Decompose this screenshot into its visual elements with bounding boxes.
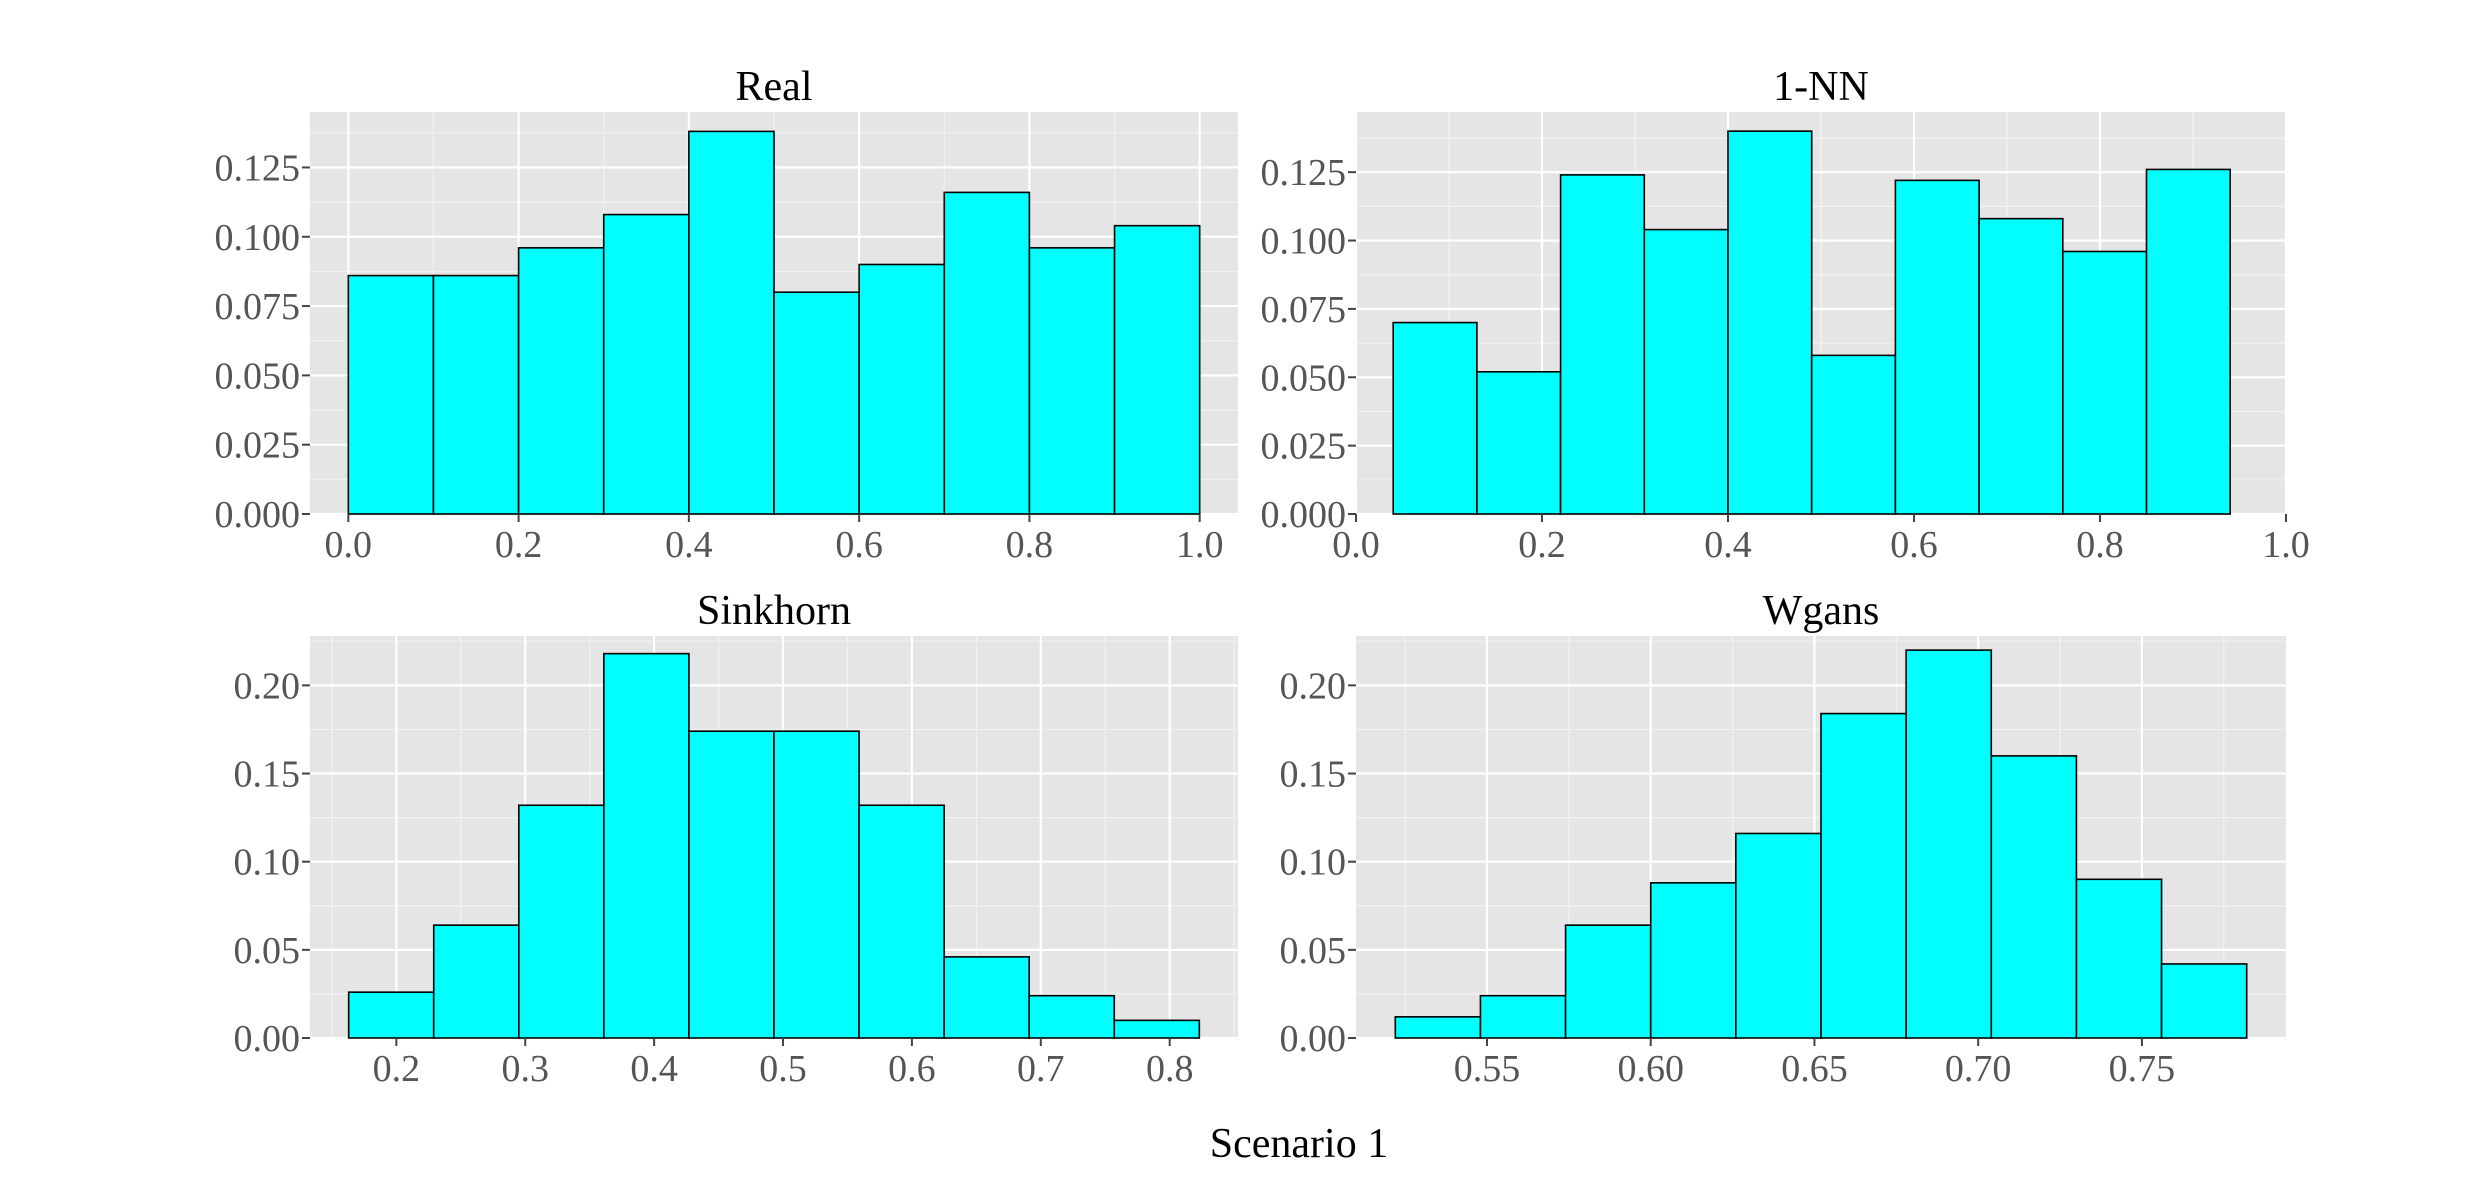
sinkhorn-histogram-bar-4 <box>603 652 690 1039</box>
1-nn-x-tick-label: 1.0 <box>2262 524 2310 566</box>
1-nn-panel-title: 1-NN <box>1773 64 1869 110</box>
wgans-x-tick-label: 0.55 <box>1454 1048 1521 1090</box>
real-x-tick-label: 0.6 <box>835 524 883 566</box>
1-nn-x-tick-label: 0.8 <box>2076 524 2124 566</box>
wgans-histogram-bar-1 <box>1394 1016 1482 1039</box>
1-nn-histogram-bar-5 <box>1727 130 1813 515</box>
real-panel-title: Real <box>736 64 813 110</box>
sinkhorn-histogram-bar-5 <box>688 730 775 1039</box>
sinkhorn-y-tick-label: 0.05 <box>234 930 301 972</box>
real-y-tick-label: 0.100 <box>215 217 301 259</box>
real-y-tick-label: 0.000 <box>215 494 301 536</box>
1-nn-histogram-bar-10 <box>2145 168 2231 515</box>
sinkhorn-histogram-bar-1 <box>347 991 435 1039</box>
real-x-tick-label: 0.0 <box>325 524 373 566</box>
sinkhorn-histogram-bar-7 <box>858 804 945 1039</box>
1-nn-histogram-bar-7 <box>1894 179 1980 515</box>
figure-caption: Scenario 1 <box>1210 1121 1388 1167</box>
wgans-x-tick-label: 0.60 <box>1617 1048 1684 1090</box>
real-histogram-bar-1 <box>347 274 435 515</box>
real-histogram-bar-10 <box>1113 224 1201 515</box>
wgans-x-tick-label: 0.65 <box>1781 1048 1848 1090</box>
1-nn-x-tick-label: 0.0 <box>1332 524 1380 566</box>
wgans-histogram-bar-7 <box>1905 649 1993 1039</box>
sinkhorn-histogram-bar-2 <box>432 924 520 1039</box>
sinkhorn-x-tick-label: 0.2 <box>373 1048 421 1090</box>
1-nn-x-tick-label: 0.6 <box>1890 524 1938 566</box>
real-histogram-bar-7 <box>858 263 946 515</box>
sinkhorn-x-tick-label: 0.8 <box>1146 1048 1194 1090</box>
sinkhorn-y-tick-label: 0.10 <box>234 842 301 884</box>
panel-real: 0.0 0.2 0.4 0.6 0.8 1.0 0.000 0.025 0.050 0.075 0.… <box>215 64 1238 566</box>
wgans-histogram-bar-10 <box>2160 963 2248 1039</box>
sinkhorn-panel-title: Sinkhorn <box>697 588 851 634</box>
sinkhorn-histogram-bar-3 <box>517 804 605 1039</box>
wgans-histogram-bar-6 <box>1820 712 1907 1039</box>
panel-sinkhorn: 0.2 0.3 0.4 0.5 0.6 0.7 0.8 0.00 0.05 0.10 0.15 0.2… <box>234 588 1238 1090</box>
wgans-x-tick-label: 0.75 <box>2109 1048 2176 1090</box>
real-x-tick-label: 1.0 <box>1176 524 1224 566</box>
real-histogram-bar-5 <box>688 130 775 515</box>
1-nn-y-tick-label: 0.025 <box>1261 426 1347 468</box>
real-y-tick-label: 0.025 <box>215 425 301 467</box>
real-x-tick-label: 0.2 <box>495 524 543 566</box>
1-nn-y-tick-label: 0.050 <box>1261 357 1347 399</box>
real-histogram-bar-8 <box>943 191 1031 515</box>
sinkhorn-x-tick-label: 0.3 <box>501 1048 549 1090</box>
wgans-histogram-bar-2 <box>1479 994 1567 1039</box>
real-histogram-bar-9 <box>1028 247 1116 515</box>
1-nn-histogram-bar-4 <box>1643 228 1729 515</box>
1-nn-histogram-bar-9 <box>2062 250 2148 515</box>
1-nn-y-tick-label: 0.075 <box>1261 289 1347 331</box>
sinkhorn-y-tick-label: 0.20 <box>234 665 301 707</box>
1-nn-x-tick-label: 0.4 <box>1704 524 1752 566</box>
sinkhorn-histogram-bar-6 <box>773 730 860 1039</box>
real-x-tick-label: 0.8 <box>1006 524 1054 566</box>
real-y-tick-label: 0.125 <box>215 147 301 189</box>
sinkhorn-histogram-bar-8 <box>943 956 1031 1039</box>
wgans-histogram-bar-8 <box>1990 755 2078 1039</box>
wgans-histogram-bar-5 <box>1735 832 1822 1039</box>
1-nn-histogram-bar-2 <box>1476 370 1562 515</box>
1-nn-histogram-bar-8 <box>1978 217 2064 515</box>
real-histogram-bar-2 <box>432 274 520 515</box>
1-nn-histogram-bar-1 <box>1392 321 1478 515</box>
real-histogram-bar-6 <box>773 291 860 515</box>
1-nn-y-tick-label: 0.125 <box>1261 152 1347 194</box>
1-nn-histogram-bar-6 <box>1810 354 1897 515</box>
real-x-tick-label: 0.4 <box>665 524 713 566</box>
wgans-histogram-bar-3 <box>1564 924 1652 1039</box>
wgans-y-tick-label: 0.10 <box>1280 842 1347 884</box>
panel-wgans: 0.55 0.60 0.65 0.70 0.75 0.00 0.05 0.10 0.15 0.20… <box>1280 588 2286 1090</box>
sinkhorn-x-tick-label: 0.6 <box>888 1048 936 1090</box>
sinkhorn-histogram-bar-10 <box>1113 1019 1201 1039</box>
1-nn-histogram-bar-3 <box>1559 174 1646 515</box>
1-nn-x-tick-label: 0.2 <box>1518 524 1566 566</box>
1-nn-y-tick-label: 0.000 <box>1261 494 1347 536</box>
sinkhorn-y-tick-label: 0.00 <box>234 1018 301 1060</box>
sinkhorn-x-tick-label: 0.5 <box>759 1048 807 1090</box>
panel-1nn: 0.0 0.2 0.4 0.6 0.8 1.0 0.000 0.025 0.050 0.075 0.… <box>1261 64 2310 566</box>
wgans-x-tick-label: 0.70 <box>1945 1048 2012 1090</box>
sinkhorn-x-tick-label: 0.4 <box>630 1048 678 1090</box>
real-histogram-bar-4 <box>602 213 690 515</box>
wgans-histogram-bar-9 <box>2075 878 2163 1039</box>
sinkhorn-histogram-bar-9 <box>1028 994 1116 1039</box>
wgans-y-tick-label: 0.00 <box>1280 1018 1347 1060</box>
wgans-y-tick-label: 0.15 <box>1280 754 1347 796</box>
wgans-histogram-bar-4 <box>1649 882 1737 1039</box>
wgans-panel-title: Wgans <box>1763 588 1880 634</box>
real-histogram-bar-3 <box>517 247 605 515</box>
real-y-tick-label: 0.075 <box>215 286 301 328</box>
wgans-y-tick-label: 0.20 <box>1280 665 1347 707</box>
sinkhorn-y-tick-label: 0.15 <box>234 754 301 796</box>
wgans-y-tick-label: 0.05 <box>1280 930 1347 972</box>
real-y-tick-label: 0.050 <box>215 355 301 397</box>
sinkhorn-x-tick-label: 0.7 <box>1017 1048 1065 1090</box>
1-nn-y-tick-label: 0.100 <box>1261 221 1347 263</box>
